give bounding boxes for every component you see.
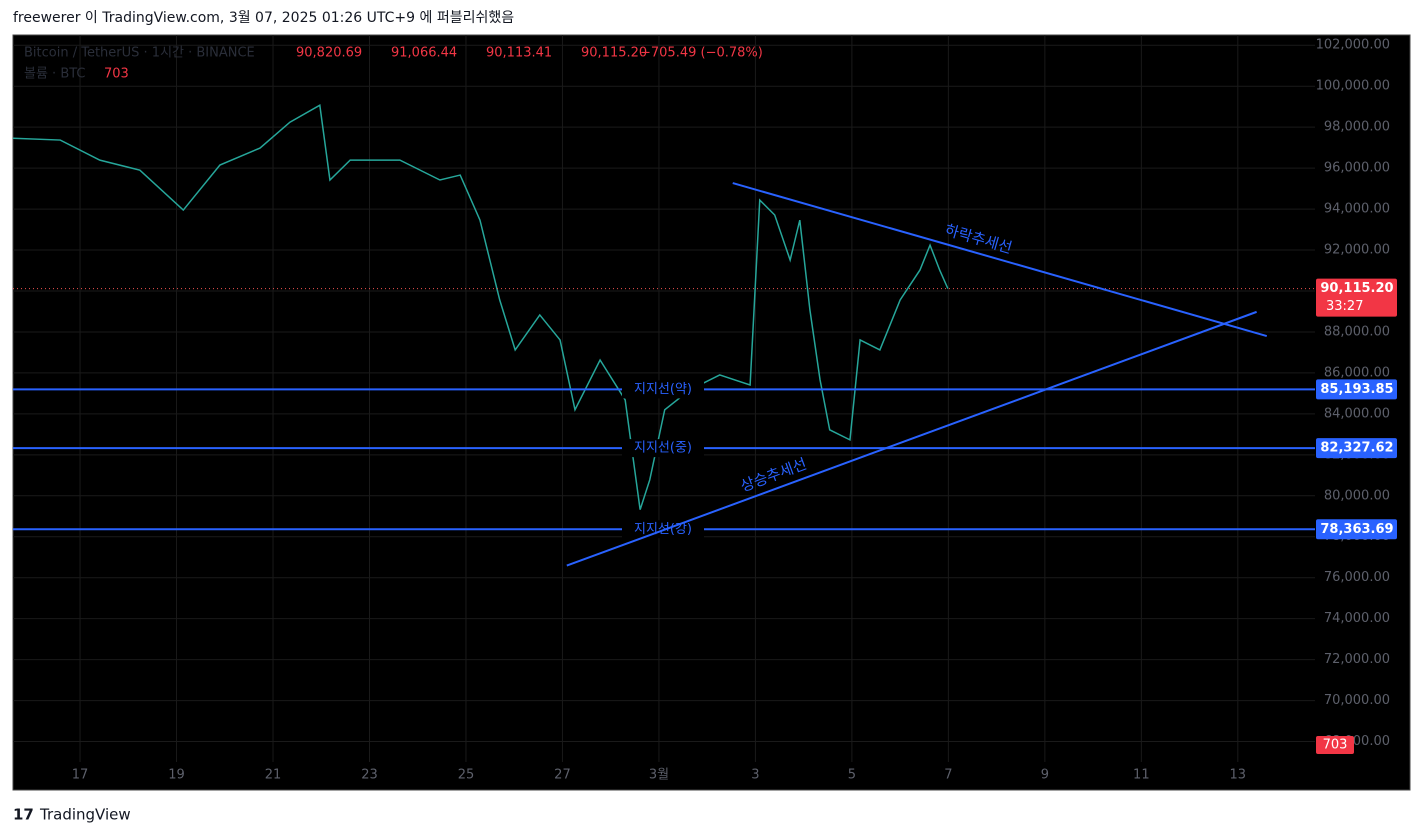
price-line: [13, 104, 949, 510]
countdown: 33:27: [1326, 299, 1363, 314]
x-tick-label: 19: [168, 768, 185, 783]
volume-label: 볼륨 · BTC: [24, 67, 86, 82]
footer-logo: 17: [13, 806, 34, 824]
x-tick-label: 25: [458, 768, 475, 783]
y-tick-label: 92,000.00: [1324, 243, 1390, 258]
x-tick-label: 17: [72, 768, 89, 783]
y-tick-label: 88,000.00: [1324, 324, 1390, 339]
price-tag-bg: [1316, 379, 1397, 400]
volume-tag: 703: [1323, 738, 1348, 753]
x-tick-label: 23: [361, 768, 378, 783]
ohlc-value: 91,066.44: [391, 46, 457, 61]
change: −705.49 (−0.78%): [640, 46, 763, 61]
support-label: 지지선(중): [634, 441, 692, 456]
y-tick-label: 94,000.00: [1324, 202, 1390, 217]
y-tick-label: 86,000.00: [1324, 365, 1390, 380]
symbol-title: Bitcoin / TetherUS · 1시간 · BINANCE: [24, 46, 255, 61]
publish-header: freewerer 이 TradingView.com, 3월 07, 2025…: [13, 10, 514, 26]
x-tick-label: 27: [554, 768, 571, 783]
x-tick-label: 11: [1133, 768, 1150, 783]
support-label-bg: [622, 380, 704, 399]
volume-value: 703: [104, 67, 129, 82]
y-tick-label: 76,000.00: [1324, 570, 1390, 585]
support-label-bg: [622, 439, 704, 458]
support-label: 지지선(약): [634, 382, 692, 397]
x-tick-label: 9: [1041, 768, 1049, 783]
logo-mark: 17: [13, 806, 34, 824]
last-price-tag-bg: [1316, 278, 1397, 317]
y-tick-label: 98,000.00: [1324, 120, 1390, 135]
chart-panel: [12, 34, 1411, 791]
ohlc-value: 90,113.41: [486, 46, 552, 61]
y-tick-label: 74,000.00: [1324, 611, 1390, 626]
y-tick-label: 84,000.00: [1324, 406, 1390, 421]
x-tick-label: 21: [265, 768, 282, 783]
y-tick-label: 102,000.00: [1316, 38, 1390, 53]
y-tick-label: 70,000.00: [1324, 693, 1390, 708]
y-tick-label: 72,000.00: [1324, 652, 1390, 667]
trend-line: [566, 310, 1257, 567]
last-price-tag: 90,115.20: [1320, 281, 1393, 296]
ohlc-value: 90,115.20: [581, 46, 647, 61]
x-tick-label: 3월: [649, 768, 669, 783]
price-tag: 78,363.69: [1320, 522, 1393, 537]
y-tick-label: 100,000.00: [1316, 79, 1390, 94]
price-tag-bg: [1316, 519, 1397, 540]
y-tick-label: 80,000.00: [1324, 488, 1390, 503]
price-tag: 82,327.62: [1320, 441, 1393, 456]
x-tick-label: 5: [848, 768, 856, 783]
footer: TradingView: [39, 806, 131, 824]
trend-line: [732, 182, 1268, 338]
volume-tag-bg: [1316, 736, 1354, 754]
price-tag-bg: [1316, 438, 1397, 459]
y-tick-label: 96,000.00: [1324, 161, 1390, 176]
x-tick-label: 7: [944, 768, 952, 783]
x-tick-label: 13: [1230, 768, 1247, 783]
price-tag: 85,193.85: [1320, 382, 1393, 397]
x-tick-label: 3: [751, 768, 759, 783]
ohlc-value: 90,820.69: [296, 46, 362, 61]
